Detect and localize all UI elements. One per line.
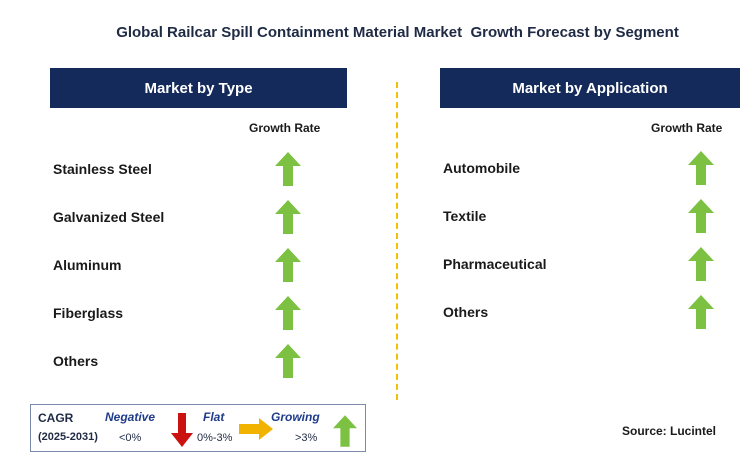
application-label: Automobile	[443, 160, 520, 176]
legend-flat-label: Flat	[203, 410, 225, 424]
down-arrow-icon	[171, 413, 193, 447]
market-by-type-header: Market by Type	[50, 68, 347, 108]
type-label: Others	[53, 353, 99, 369]
type-growth-rate-label: Growth Rate	[249, 121, 321, 135]
application-row-automobile: Automobile	[443, 151, 723, 187]
right-arrow-icon	[239, 418, 273, 440]
type-row-fiberglass: Fiberglass	[53, 296, 313, 332]
cagr-legend: CAGR (2025-2031) Negative <0% Flat 0%-3%…	[30, 404, 366, 452]
type-row-others: Others	[53, 344, 313, 380]
up-arrow-icon	[688, 247, 714, 281]
up-arrow-icon	[688, 199, 714, 233]
up-arrow-icon	[275, 296, 301, 330]
type-label: Fiberglass	[53, 305, 124, 321]
legend-negative-label: Negative	[105, 410, 156, 424]
application-row-others: Others	[443, 295, 723, 331]
chart-title: Global Railcar Spill Containment Materia…	[116, 24, 679, 41]
type-label: Aluminum	[53, 257, 122, 273]
type-label: Galvanized Steel	[53, 209, 165, 225]
type-row-aluminum: Aluminum	[53, 248, 313, 284]
application-label: Pharmaceutical	[443, 256, 547, 272]
type-label: Stainless Steel	[53, 161, 152, 177]
up-arrow-icon	[275, 200, 301, 234]
panel-divider	[396, 82, 398, 400]
source-label: Source: Lucintel	[622, 424, 717, 438]
market-by-type-header-label: Market by Type	[144, 79, 253, 97]
up-arrow-icon	[333, 415, 357, 447]
up-arrow-icon	[688, 151, 714, 185]
application-label: Textile	[443, 208, 487, 224]
application-growth-rate-label: Growth Rate	[651, 121, 723, 135]
legend-negative-range: <0%	[119, 432, 142, 444]
up-arrow-icon	[275, 152, 301, 186]
up-arrow-icon	[688, 295, 714, 329]
legend-period: (2025-2031)	[38, 431, 98, 443]
legend-cagr-label: CAGR	[38, 411, 74, 425]
application-label: Others	[443, 304, 489, 320]
application-row-textile: Textile	[443, 199, 723, 235]
legend-flat-range: 0%-3%	[197, 432, 233, 444]
up-arrow-icon	[275, 344, 301, 378]
type-row-stainless-steel: Stainless Steel	[53, 152, 313, 188]
legend-growing-label: Growing	[271, 410, 320, 424]
application-row-pharmaceutical: Pharmaceutical	[443, 247, 723, 283]
market-by-application-header: Market by Application	[440, 68, 740, 108]
type-row-galvanized-steel: Galvanized Steel	[53, 200, 313, 236]
up-arrow-icon	[275, 248, 301, 282]
market-by-application-header-label: Market by Application	[512, 79, 668, 97]
legend-growing-range: >3%	[295, 432, 318, 444]
